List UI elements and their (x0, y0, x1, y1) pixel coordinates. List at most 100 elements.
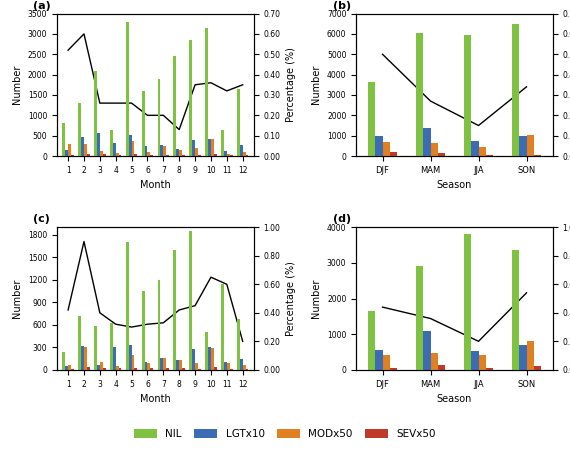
Bar (148, 152, 150, 156)
Bar (103, 154, 105, 156)
Bar (142, 91, 145, 156)
Bar (416, 33, 424, 156)
X-axis label: Season: Season (437, 180, 472, 190)
Bar (164, 358, 166, 370)
Bar (192, 349, 195, 370)
Bar (227, 154, 230, 156)
Bar (192, 140, 195, 156)
Bar (195, 363, 198, 370)
Bar (176, 360, 179, 370)
Bar (100, 151, 103, 156)
Bar (103, 368, 105, 370)
Bar (84, 144, 87, 156)
Y-axis label: Number: Number (13, 279, 22, 318)
Text: (a): (a) (34, 1, 51, 11)
Bar (84, 346, 87, 370)
Bar (173, 250, 176, 370)
Bar (71, 155, 74, 156)
Bar (478, 355, 486, 370)
Bar (527, 341, 534, 370)
Bar (246, 155, 249, 156)
X-axis label: Month: Month (140, 180, 171, 190)
Bar (430, 143, 438, 156)
Text: (b): (b) (332, 1, 351, 11)
Bar (438, 153, 445, 156)
Bar (382, 142, 390, 156)
Bar (214, 154, 217, 156)
Bar (375, 350, 382, 370)
Y-axis label: Number: Number (311, 279, 321, 318)
Bar (240, 145, 243, 156)
Y-axis label: Percentage (%): Percentage (%) (286, 47, 296, 122)
Bar (62, 124, 65, 156)
Bar (182, 155, 185, 156)
Bar (368, 311, 375, 370)
Bar (189, 40, 192, 156)
Bar (424, 331, 430, 370)
Bar (129, 345, 132, 370)
Bar (527, 135, 534, 156)
Bar (237, 319, 240, 370)
Bar (205, 28, 208, 156)
Bar (240, 359, 243, 370)
Bar (512, 24, 519, 156)
Bar (100, 362, 103, 370)
Bar (145, 146, 148, 156)
Bar (78, 316, 81, 370)
Bar (150, 155, 153, 156)
Bar (208, 139, 211, 156)
Bar (116, 153, 119, 156)
Bar (478, 147, 486, 156)
Bar (110, 323, 113, 370)
Bar (94, 326, 97, 370)
Bar (224, 362, 227, 370)
Bar (158, 78, 161, 156)
Y-axis label: Percentage (%): Percentage (%) (286, 261, 296, 336)
Bar (382, 355, 390, 370)
Bar (78, 103, 81, 156)
Bar (71, 369, 74, 370)
Bar (464, 235, 471, 370)
Bar (173, 56, 176, 156)
Bar (97, 133, 100, 156)
Bar (534, 366, 541, 370)
Bar (68, 365, 71, 370)
Bar (164, 146, 166, 156)
Bar (471, 141, 478, 156)
Bar (512, 250, 519, 370)
Bar (97, 365, 100, 370)
Bar (132, 141, 135, 156)
Bar (87, 367, 89, 370)
X-axis label: Season: Season (437, 394, 472, 404)
Bar (129, 135, 132, 156)
Bar (208, 347, 211, 370)
Bar (430, 353, 438, 370)
Bar (145, 362, 148, 370)
Bar (227, 363, 230, 370)
Text: (d): (d) (332, 215, 351, 225)
Bar (161, 146, 164, 156)
Bar (135, 154, 137, 156)
Bar (390, 152, 397, 156)
Bar (221, 129, 224, 156)
Bar (205, 332, 208, 370)
Bar (486, 368, 493, 370)
Bar (113, 346, 116, 370)
Bar (179, 360, 182, 370)
Bar (486, 155, 493, 156)
Bar (132, 355, 135, 370)
Bar (94, 70, 97, 156)
Bar (211, 138, 214, 156)
Text: (c): (c) (34, 215, 50, 225)
Bar (221, 284, 224, 370)
Bar (65, 366, 68, 370)
Bar (65, 150, 68, 156)
Bar (464, 35, 471, 156)
Bar (519, 345, 527, 370)
Bar (246, 369, 249, 370)
Bar (390, 368, 397, 370)
Bar (126, 22, 129, 156)
Bar (416, 267, 424, 370)
Bar (81, 346, 84, 370)
Bar (81, 137, 84, 156)
